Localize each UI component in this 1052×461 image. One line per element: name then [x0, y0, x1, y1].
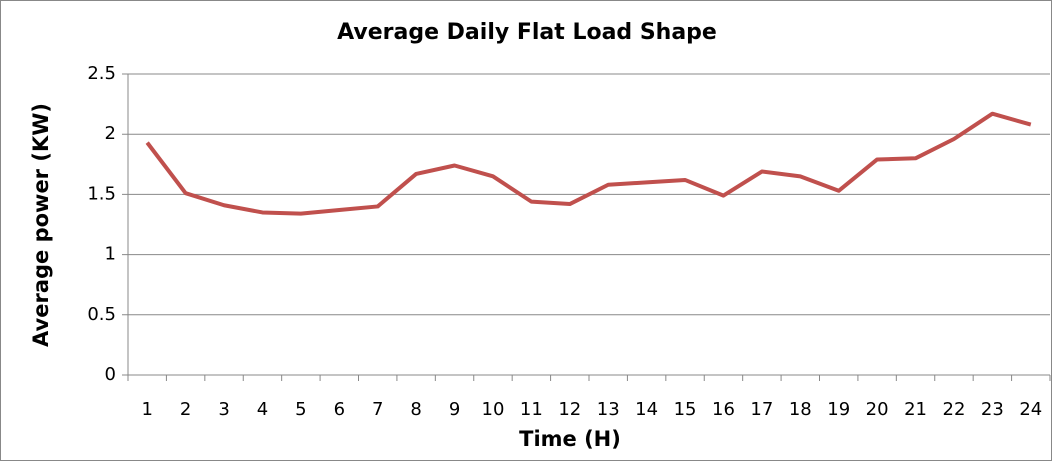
x-tick-label: 1: [141, 399, 152, 420]
y-tick-label: 0: [105, 364, 116, 385]
x-tick-label: 16: [712, 399, 735, 420]
series-line: [145, 111, 1032, 216]
y-tick-label: 1: [105, 244, 116, 265]
y-tick-label: 2: [105, 123, 116, 144]
x-tick-label: 22: [943, 399, 966, 420]
chart-title: Average Daily Flat Load Shape: [337, 20, 717, 45]
x-tick-label: 24: [1019, 399, 1042, 420]
x-tick-label: 17: [750, 399, 773, 420]
x-tick-label: 4: [257, 399, 268, 420]
x-tick-label: 7: [372, 399, 383, 420]
y-tick-label: 0.5: [87, 304, 116, 325]
x-tick-label: 14: [635, 399, 658, 420]
x-axis-title: Time (H): [519, 427, 621, 451]
x-tick-label: 2: [180, 399, 191, 420]
x-tick-label: 23: [981, 399, 1004, 420]
y-tick-label: 1.5: [87, 183, 116, 204]
x-tick-label: 21: [904, 399, 927, 420]
x-tick-label: 8: [410, 399, 421, 420]
x-tick-label: 19: [827, 399, 850, 420]
x-tick-label: 9: [449, 399, 460, 420]
x-tick-label: 18: [789, 399, 812, 420]
x-tick-label: 12: [558, 399, 581, 420]
x-tick-label: 13: [597, 399, 620, 420]
y-tick-label: 2.5: [87, 63, 116, 84]
x-tick-label: 3: [218, 399, 229, 420]
y-axis-title: Average power (KW): [29, 103, 53, 347]
x-tick-label: 6: [334, 399, 345, 420]
x-tick-label: 20: [866, 399, 889, 420]
x-tick-label: 11: [520, 399, 543, 420]
x-tick-label: 10: [482, 399, 505, 420]
x-tick-label: 15: [674, 399, 697, 420]
x-tick-label: 5: [295, 399, 306, 420]
